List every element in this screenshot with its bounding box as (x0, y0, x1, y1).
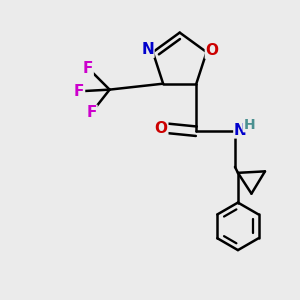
Text: F: F (74, 84, 85, 99)
Text: O: O (206, 43, 218, 58)
Text: F: F (83, 61, 93, 76)
Text: H: H (243, 118, 255, 132)
Text: N: N (234, 123, 247, 138)
Text: N: N (141, 42, 154, 57)
Text: O: O (155, 121, 168, 136)
Text: F: F (87, 105, 97, 120)
